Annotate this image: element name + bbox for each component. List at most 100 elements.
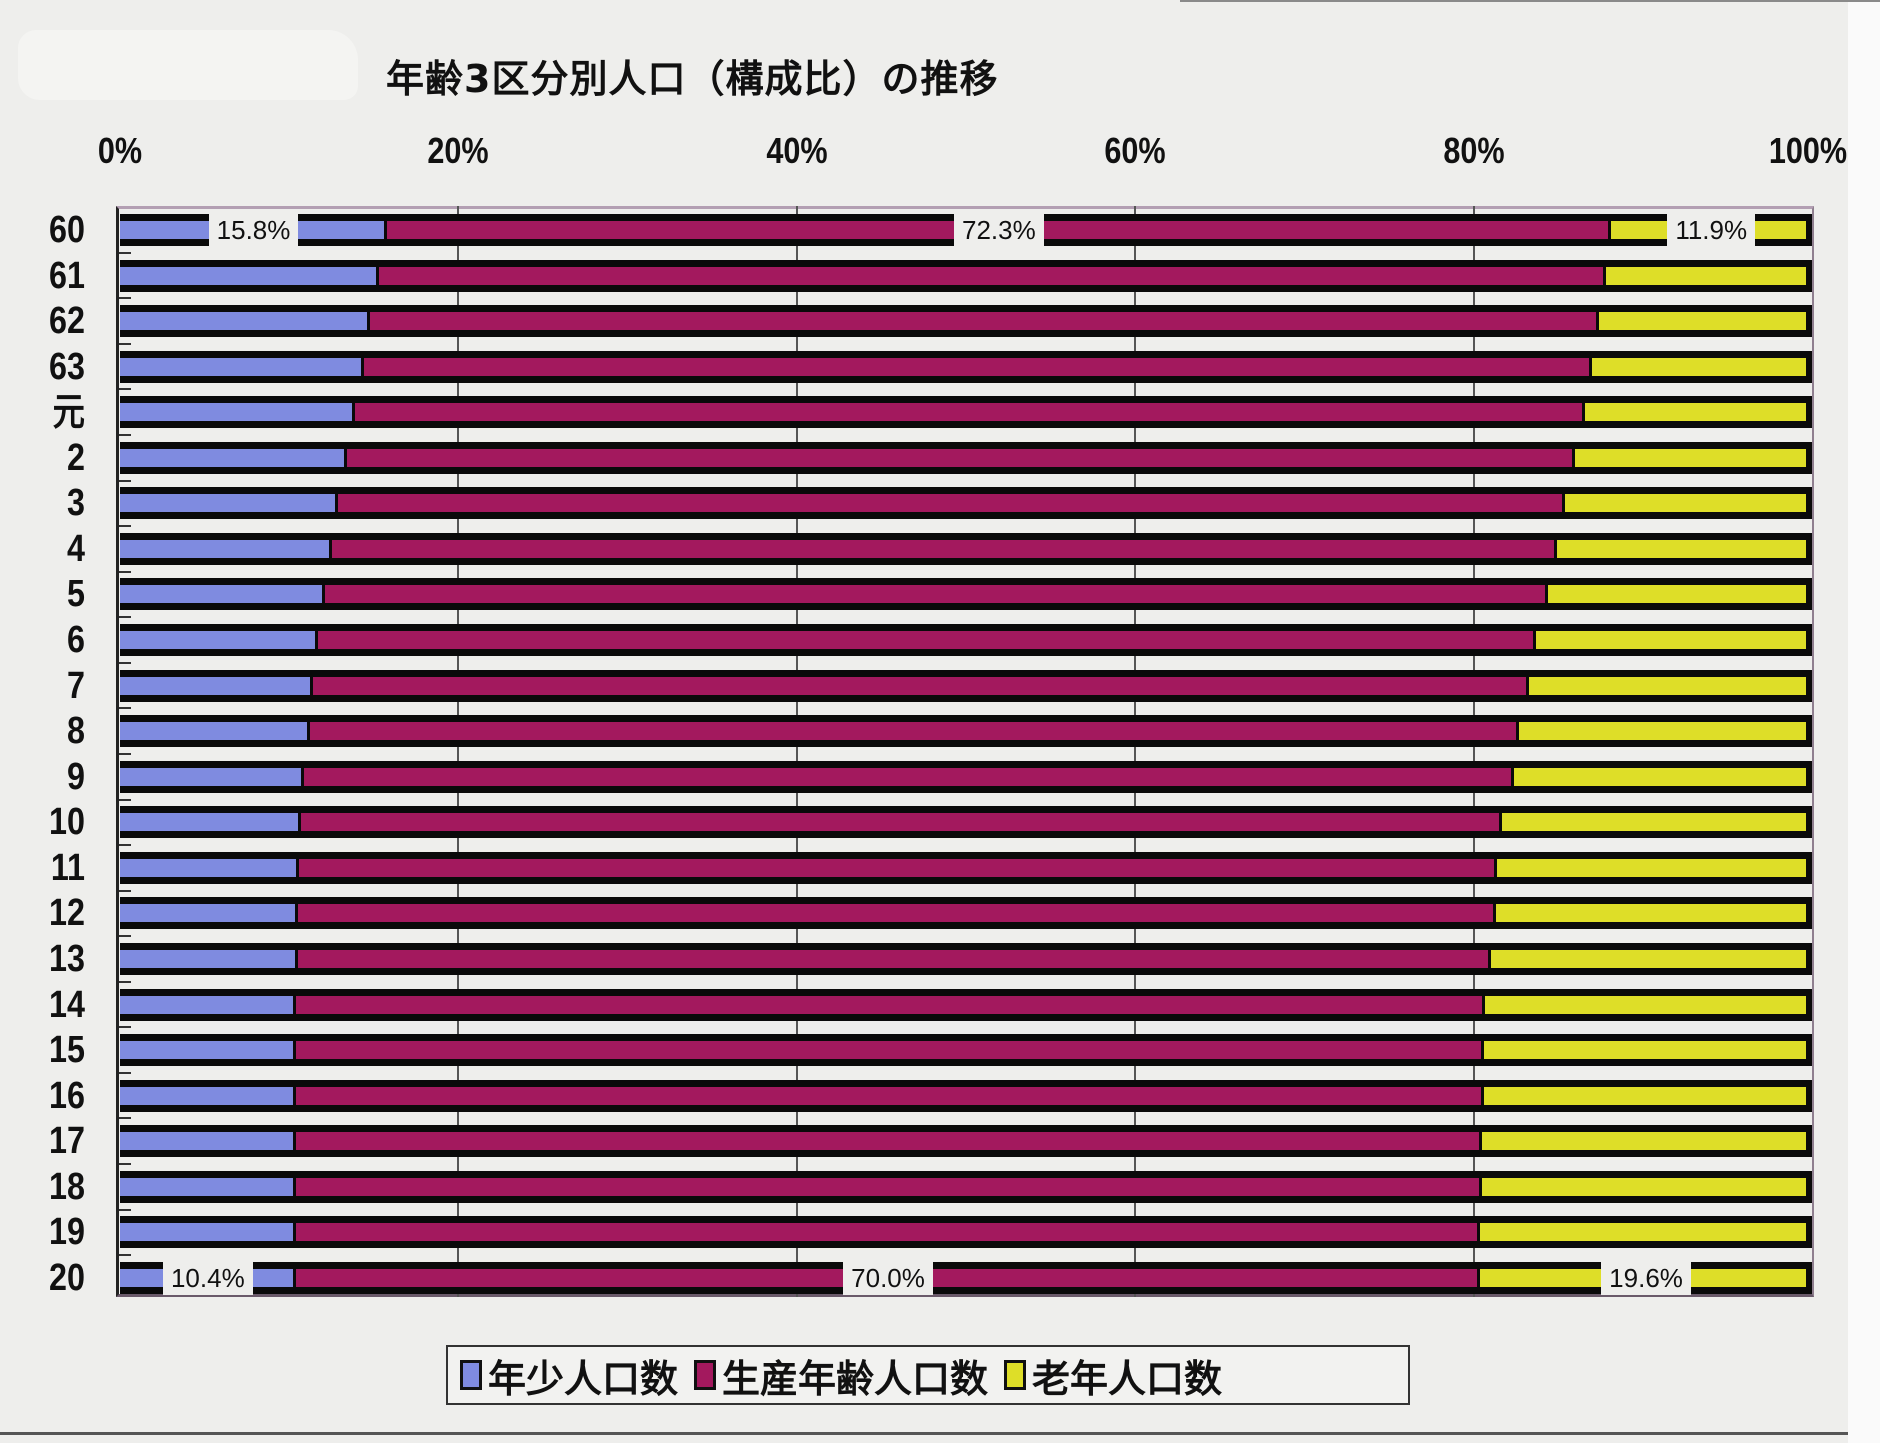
bar-segment: [1502, 806, 1812, 839]
bar-segment-border: [1806, 1261, 1812, 1294]
x-gridline: [1472, 206, 1475, 1297]
y-tick-mark: [119, 297, 131, 300]
bar-segment: [120, 259, 379, 292]
bar-segment: [120, 532, 332, 565]
data-label: 11.9%: [1667, 213, 1756, 247]
y-tick-mark: [119, 1254, 131, 1257]
bar-segment: [309, 715, 1520, 748]
bar-segment: [120, 1079, 296, 1112]
y-tick-label: 2: [67, 436, 85, 479]
bar-segment: [120, 487, 339, 520]
x-tick-label: 0%: [97, 130, 143, 171]
bar-segment: [120, 350, 364, 383]
bar-segment: [120, 578, 325, 611]
y-tick-label: 18: [49, 1165, 85, 1208]
bar-segment: [370, 305, 1599, 338]
bar-segment-border: [1806, 259, 1812, 292]
y-tick-label: 14: [49, 983, 85, 1026]
bar-segment-border: [1806, 305, 1812, 338]
y-tick-mark: [119, 1162, 131, 1165]
bar-segment: [295, 988, 1486, 1021]
bar-segment: [120, 1170, 296, 1203]
bar-segment: [120, 942, 298, 975]
bar-segment: [1529, 669, 1812, 702]
x-tick-label: 80%: [1442, 130, 1505, 171]
bar-segment: [1519, 715, 1812, 748]
y-tick-label: 4: [67, 527, 85, 570]
bar-segment: [1514, 760, 1812, 793]
bar-segment: [378, 259, 1606, 292]
bar-segment: [1482, 1170, 1812, 1203]
y-tick-mark: [119, 1026, 131, 1029]
bar-segment-border: [1806, 487, 1812, 520]
y-tick-mark: [119, 342, 131, 345]
y-tick-mark: [119, 479, 131, 482]
bar-segment: [355, 396, 1586, 429]
redacted-area: [18, 30, 358, 100]
y-tick-mark: [119, 661, 131, 664]
bar-segment-border: [1806, 897, 1812, 930]
y-tick-mark: [119, 1208, 131, 1211]
bar-segment-border: [1806, 441, 1812, 474]
bar-segment: [120, 988, 296, 1021]
y-tick-mark: [119, 707, 131, 710]
legend-swatch-young: [460, 1360, 482, 1390]
y-tick-label: 61: [49, 254, 85, 297]
bar-segment: [317, 624, 1537, 657]
data-label: 70.0%: [843, 1260, 933, 1295]
bar-segment: [120, 1125, 296, 1158]
y-tick-label: 10: [49, 801, 85, 844]
bar-segment: [120, 715, 310, 748]
bar-segment: [1482, 1125, 1812, 1158]
y-tick-mark: [119, 434, 131, 437]
x-tick-label: 100%: [1768, 130, 1848, 171]
data-label: 19.6%: [1601, 1260, 1691, 1295]
y-tick-label: 60: [49, 209, 85, 251]
bar-segment-border: [1806, 1034, 1812, 1067]
bar-segment: [120, 851, 300, 884]
bar-segment: [120, 396, 356, 429]
legend-item-working: 生産年齢人口数: [694, 1348, 988, 1403]
bar-segment: [1564, 487, 1812, 520]
bar-segment: [312, 669, 1530, 702]
bar-segment: [1556, 532, 1812, 565]
y-tick-label: 62: [49, 300, 85, 343]
y-tick-mark: [119, 1117, 131, 1120]
y-tick-mark: [119, 798, 131, 801]
data-label: 72.3%: [953, 213, 1044, 247]
y-tick-mark: [119, 251, 131, 254]
bar-segment-border: [1806, 806, 1812, 839]
bar-segment-border: [1806, 942, 1812, 975]
data-label: 15.8%: [208, 213, 299, 247]
bar-segment: [338, 487, 1565, 520]
bar-segment-border: [1806, 715, 1812, 748]
y-tick-label: 19: [49, 1211, 85, 1254]
y-tick-mark: [119, 889, 131, 892]
y-tick-label: 15: [49, 1029, 85, 1072]
bar-segment: [295, 1034, 1484, 1067]
y-tick-label: 20: [49, 1256, 85, 1299]
bar-segment: [304, 760, 1515, 793]
bar-segment-border: [1806, 1125, 1812, 1158]
bar-segment: [1480, 1216, 1812, 1249]
x-gridline: [1134, 206, 1137, 1297]
y-tick-label: 16: [49, 1074, 85, 1117]
legend-label-elderly: 老年人口数: [1032, 1356, 1223, 1401]
bar-segment-border: [1806, 396, 1812, 429]
y-tick-label: 5: [67, 573, 85, 616]
bar-segment-border: [1806, 851, 1812, 884]
bar-segment: [1497, 851, 1812, 884]
legend-label-working: 生産年齢人口数: [722, 1356, 989, 1401]
bar-segment-border: [1806, 1170, 1812, 1203]
bar-segment-border: [1806, 669, 1812, 702]
x-gridline: [457, 206, 460, 1297]
bar-segment: [1495, 897, 1812, 930]
legend-item-young: 年少人口数: [460, 1348, 678, 1403]
y-tick-label: 9: [67, 755, 85, 798]
bar-segment: [120, 441, 347, 474]
bar-segment: [363, 350, 1593, 383]
legend-label-young: 年少人口数: [488, 1356, 679, 1401]
x-tick-label: 60%: [1104, 130, 1166, 171]
top-edge-line: [1180, 0, 1880, 2]
bar-segment-border: [1806, 1216, 1812, 1249]
